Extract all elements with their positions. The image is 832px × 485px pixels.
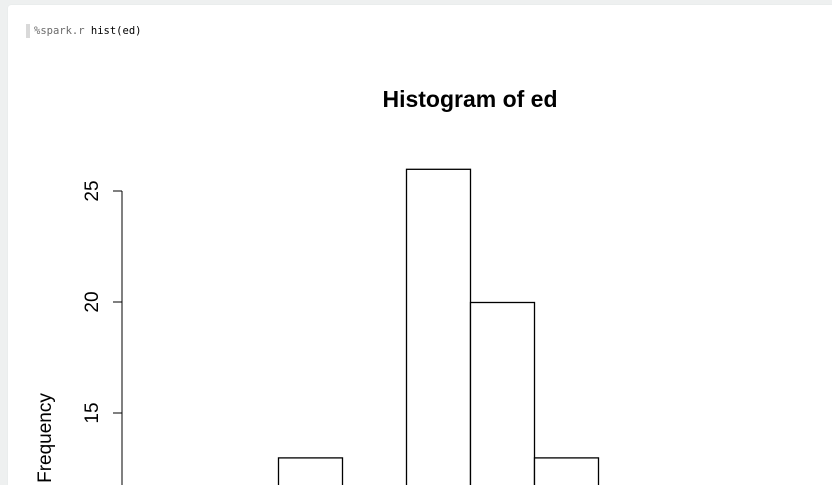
bars xyxy=(277,168,600,485)
histogram-bar xyxy=(405,168,472,485)
interpreter-magic: %spark.r xyxy=(34,25,85,37)
y-axis: 15 20 25 xyxy=(82,180,123,485)
y-tick-label: 25 xyxy=(82,180,103,201)
y-tick-label: 15 xyxy=(82,402,103,423)
y-tick-label: 20 xyxy=(82,291,103,312)
y-axis-label: Frequency xyxy=(35,393,56,483)
histogram-bar xyxy=(533,457,600,485)
histogram-bar xyxy=(469,301,536,485)
code-editor[interactable]: %spark.r hist(ed) xyxy=(26,24,141,38)
code-text: hist(ed) xyxy=(84,25,142,37)
histogram-bar xyxy=(277,457,344,485)
chart-title: Histogram of ed xyxy=(382,86,557,112)
